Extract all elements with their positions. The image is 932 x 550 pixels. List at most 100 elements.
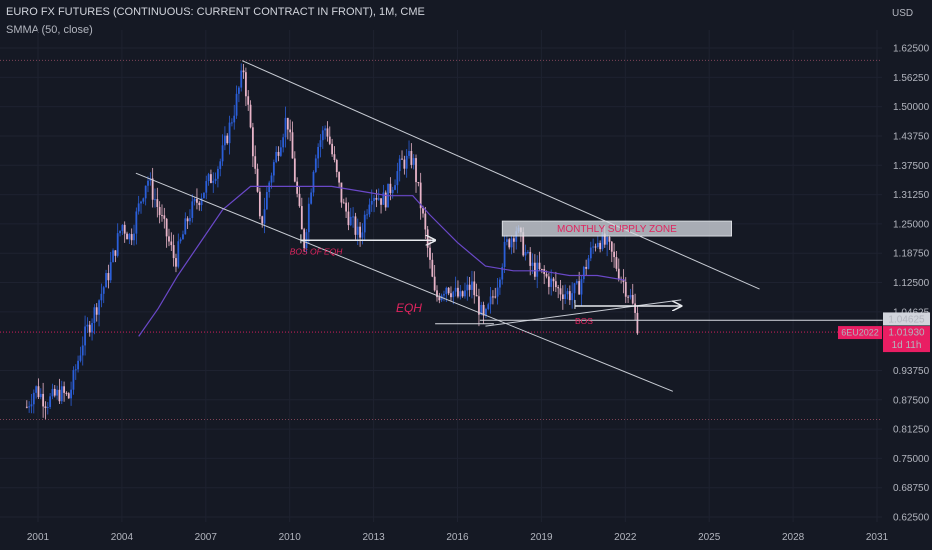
candle-body [510,238,513,248]
candle-body [622,279,625,282]
candle-body [258,191,261,217]
candle-body [587,258,590,269]
candle-body [256,168,259,192]
candle-body [631,294,634,304]
candle-body [578,281,581,295]
candle-body [466,284,469,291]
candle-body [389,183,392,194]
candle-body [210,174,212,183]
bos-label: BOS [575,316,593,326]
candle-body [86,324,89,327]
candle-body [422,208,424,214]
candle-body [251,127,254,157]
candle-body [107,273,110,281]
x-tick-label: 2028 [782,532,805,543]
candle-body [28,406,31,408]
mtf-upper [241,60,760,290]
candle-body [412,158,415,165]
candle-body [601,233,604,250]
candle-body [636,312,639,334]
candle-body [116,233,119,256]
last-price-value: 1.01930 [888,328,925,339]
bos-of-eqh-label: BOS OF EQH [290,246,344,256]
candle-body [533,262,536,277]
candles [25,63,639,420]
candle-body [30,404,33,407]
candle-body [531,262,534,266]
candle-body [366,214,368,216]
smma-line [138,185,626,337]
candle-body [133,233,135,241]
candle-body [79,355,82,361]
candle-body [156,199,159,208]
candle-body [459,291,462,297]
candle-body [140,201,142,204]
y-tick-label: 1.50000 [893,102,930,113]
candle-body [263,209,266,224]
mtf-lower [135,172,674,392]
candle-body [338,172,341,183]
candle-body [135,211,138,234]
candle-body [352,216,354,218]
candle-body [419,182,422,209]
candle-body [473,281,476,296]
candle-body [37,386,40,398]
candle-body [270,175,273,183]
candle-body [25,406,28,408]
candle-body [373,197,375,201]
candle-body [450,293,452,298]
candle-body [123,224,126,234]
candle-body [265,192,268,210]
candle-body [410,150,413,165]
candle-body [95,307,98,315]
candle-body [91,323,93,333]
candle-body [237,87,240,94]
candle-body [42,393,45,407]
candle-body [384,192,387,208]
candle-body [165,218,168,237]
candle-body [163,215,166,219]
candle-body [613,251,616,258]
candle-body [81,345,84,356]
candle-body [615,257,618,269]
candle-body [426,229,429,248]
candle-body [289,129,292,133]
y-tick-label: 0.75000 [893,454,930,465]
candle-body [401,158,403,160]
candle-body [233,115,236,123]
candle-body [589,247,592,259]
candle-body [529,251,532,266]
candle-body [429,247,431,260]
candle-body [177,241,180,267]
candle-body [119,230,121,234]
supply-zone-label: MONTHLY SUPPLY ZONE [557,224,677,235]
symbol-tag: 6EU2022 [841,328,879,338]
candle-body [582,266,585,280]
x-tick-label: 2031 [866,532,889,543]
candle-body [496,287,499,297]
candle-body [559,288,562,295]
candle-body [624,281,627,297]
candle-body [552,278,555,282]
candle-body [200,198,203,206]
candle-body [326,128,329,137]
candle-body [417,182,420,184]
candle-body [254,156,257,169]
candle-body [536,262,539,277]
candle-body [452,291,455,298]
candle-body [137,203,140,212]
candle-body [503,241,506,267]
candle-body [515,231,518,242]
candle-body [370,200,373,205]
supply-zone: MONTHLY SUPPLY ZONE [501,220,732,237]
candle-body [580,279,583,295]
y-axis[interactable]: USD 1.62500 1.56250 1.50000 1.43750 1.37500 1… [892,8,930,524]
candle-body [154,199,156,201]
candle-body [321,130,324,141]
candle-body [347,211,350,226]
candle-body [221,145,224,162]
candle-body [489,296,492,305]
candle-body [354,216,357,235]
x-axis[interactable]: 2001 2004 2007 2010 2013 2016 2019 2022 2025 2028… [27,532,889,543]
